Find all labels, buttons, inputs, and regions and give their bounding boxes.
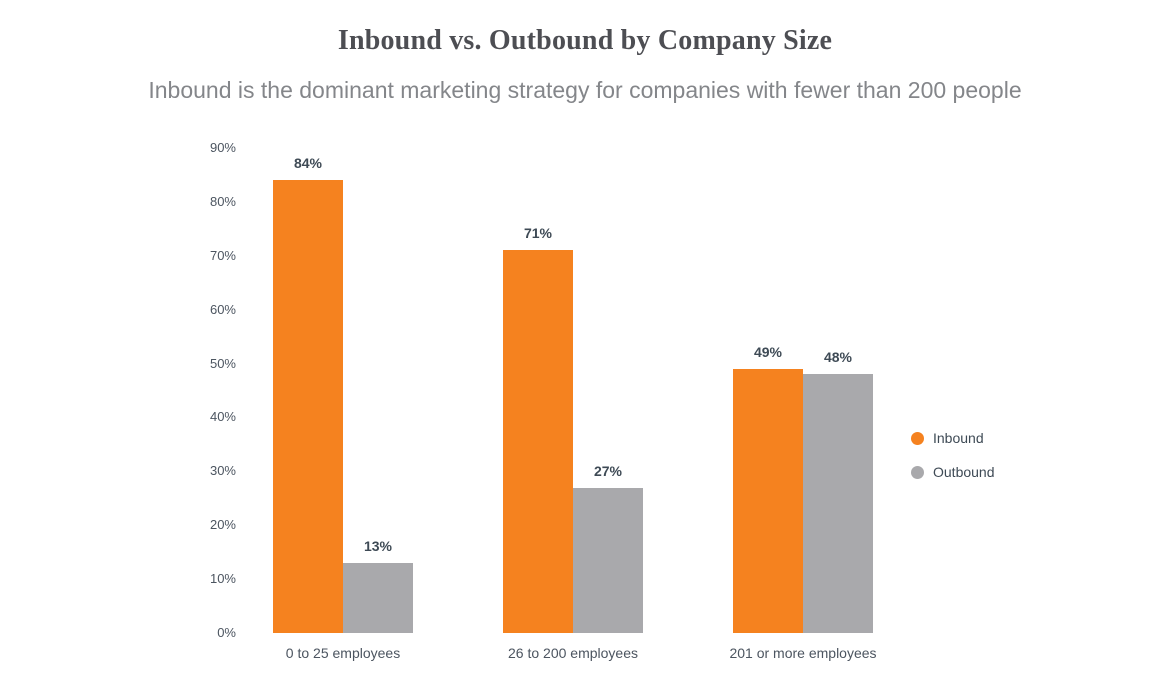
- y-tick-label: 40%: [209, 409, 236, 425]
- plot-area: 84% 13% 0 to 25 employees 71% 27% 26 to 200 e…: [245, 148, 885, 661]
- legend-label: Outbound: [933, 464, 995, 480]
- legend-item-outbound: Outbound: [911, 463, 995, 482]
- legend-swatch-outbound-icon: [911, 466, 924, 479]
- bar-column-inbound: 49%: [733, 344, 803, 633]
- bar-group: 84% 13% 0 to 25 employees: [273, 155, 413, 661]
- value-label: 71%: [523, 225, 553, 242]
- y-tick-label: 90%: [209, 140, 236, 155]
- bar-inbound: [733, 368, 803, 633]
- y-axis: 0% 10% 20% 30% 40% 50% 60% 70% 80% 90%: [197, 140, 245, 640]
- bar-column-inbound: 71%: [503, 225, 573, 633]
- category-label: 26 to 200 employees: [508, 645, 638, 661]
- value-label: 49%: [753, 343, 783, 360]
- y-tick-label: 60%: [209, 301, 236, 317]
- y-tick-label: 80%: [209, 193, 236, 209]
- bar-inbound: [273, 180, 343, 633]
- legend-swatch-inbound-icon: [911, 432, 924, 445]
- legend: Inbound Outbound: [911, 429, 995, 633]
- y-tick-label: 0%: [217, 625, 236, 640]
- bar-outbound: [803, 374, 873, 633]
- bar-column-outbound: 48%: [803, 344, 873, 633]
- bar-group: 71% 27% 26 to 200 employees: [503, 225, 643, 661]
- bar-chart: 0% 10% 20% 30% 40% 50% 60% 70% 80% 90% 84% 13% 0 to…: [197, 140, 1170, 661]
- value-label: 13%: [363, 537, 393, 554]
- bar-column-outbound: 13%: [343, 155, 413, 633]
- category-label: 201 or more employees: [729, 645, 877, 661]
- y-tick-label: 70%: [209, 247, 236, 263]
- chart-subtitle: Inbound is the dominant marketing strate…: [148, 77, 1022, 103]
- bar-column-outbound: 27%: [573, 225, 643, 633]
- chart-title: Inbound vs. Outbound by Company Size: [337, 25, 833, 56]
- bar-inbound: [503, 250, 573, 633]
- bar-outbound: [343, 562, 413, 633]
- legend-item-inbound: Inbound: [911, 429, 995, 448]
- value-label: 84%: [293, 155, 323, 172]
- bar-group: 49% 48% 201 or more employees: [729, 344, 876, 661]
- y-tick-label: 20%: [209, 517, 236, 533]
- y-tick-label: 30%: [209, 463, 236, 479]
- legend-label: Inbound: [933, 430, 984, 446]
- y-tick-label: 50%: [209, 355, 236, 371]
- value-label: 48%: [823, 349, 853, 366]
- y-tick-label: 10%: [209, 571, 236, 587]
- bar-column-inbound: 84%: [273, 155, 343, 633]
- value-label: 27%: [593, 462, 623, 479]
- category-label: 0 to 25 employees: [285, 645, 401, 661]
- bar-outbound: [573, 487, 643, 633]
